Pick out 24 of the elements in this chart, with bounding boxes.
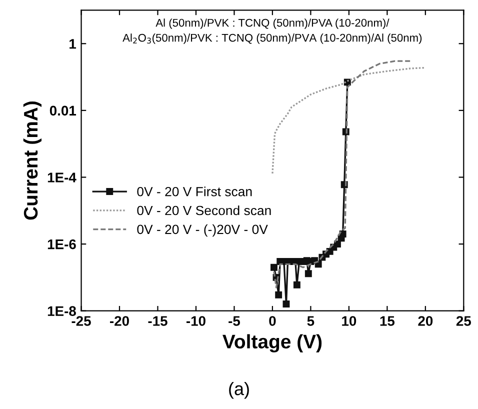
x-tick-label: 20 (418, 316, 433, 326)
annotation: Al$_{2}$O$_{3}$(50nm)/PVK : TCNQ (50nm)/PVA (10-20nm)/Al (50nm) (122, 34, 422, 44)
x-tick-label: 10 (342, 316, 356, 326)
x-tick-label: -10 (186, 316, 206, 326)
legend-label: 0V - 20 V Second scan (137, 205, 271, 216)
y-tick-label: 0.01 (50, 106, 76, 116)
y-tick-label: 1 (70, 39, 76, 49)
x-tick-label: 0 (269, 316, 276, 326)
x-tick-label: -15 (148, 316, 168, 326)
x-tick-label: -20 (110, 316, 129, 326)
y-tick-label: 1E-6 (48, 239, 76, 250)
annotation: Al (50nm)/PVK : TCNQ (50nm)/PVA (10-20nm)/ (156, 18, 390, 29)
text: (a) (229, 382, 249, 399)
x-tick-label: 25 (456, 316, 471, 326)
y-axis-title: Current (mA) (23, 102, 42, 220)
x-tick-label: 15 (380, 316, 395, 326)
x-tick-label: -25 (72, 316, 91, 326)
x-tick-label: -5 (228, 316, 240, 326)
legend-label: 0V - 20 V - (-)20V - 0V (137, 224, 268, 237)
legend-label: 0V - 20 V First scan (137, 186, 252, 196)
y-tick-label: 1E-8 (48, 306, 76, 316)
y-tick-label: 1E-4 (48, 172, 76, 182)
x-axis-title: Voltage (V) (222, 334, 322, 352)
x-tick-label: 5 (307, 316, 314, 326)
